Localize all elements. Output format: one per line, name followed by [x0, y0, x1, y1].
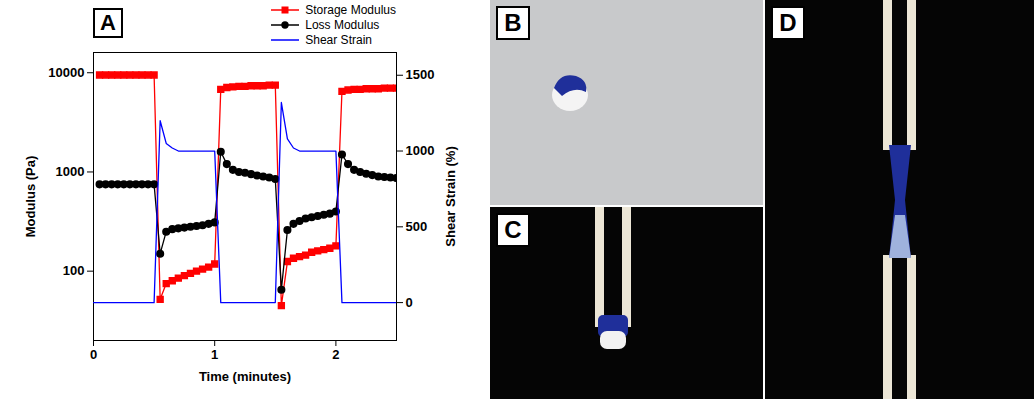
svg-text:1: 1	[211, 347, 218, 362]
svg-text:100: 100	[63, 263, 85, 278]
html-text:D: D	[779, 9, 797, 36]
svg-text:1000: 1000	[406, 143, 435, 158]
svg-text:2: 2	[332, 347, 339, 362]
html-text:Storage Modulus: Storage Modulus	[305, 2, 396, 17]
html-text:A: A	[100, 10, 116, 35]
svg-text:10000: 10000	[48, 65, 84, 80]
svg-text:0: 0	[90, 347, 97, 362]
html-text:B: B	[504, 9, 522, 36]
svg-text:Shear Strain (%): Shear Strain (%)	[443, 146, 458, 246]
html-text:Loss Modulus: Loss Modulus	[305, 17, 380, 32]
svg-text:1000: 1000	[56, 164, 85, 179]
svg-text:Time (minutes): Time (minutes)	[199, 369, 291, 384]
html-text:Shear Strain: Shear Strain	[305, 32, 372, 47]
svg-text:Modulus (Pa): Modulus (Pa)	[23, 156, 38, 238]
html-text:C: C	[504, 216, 522, 243]
svg-text:500: 500	[406, 219, 428, 234]
svg-text:0: 0	[406, 295, 413, 310]
svg-text:1500: 1500	[406, 67, 435, 82]
